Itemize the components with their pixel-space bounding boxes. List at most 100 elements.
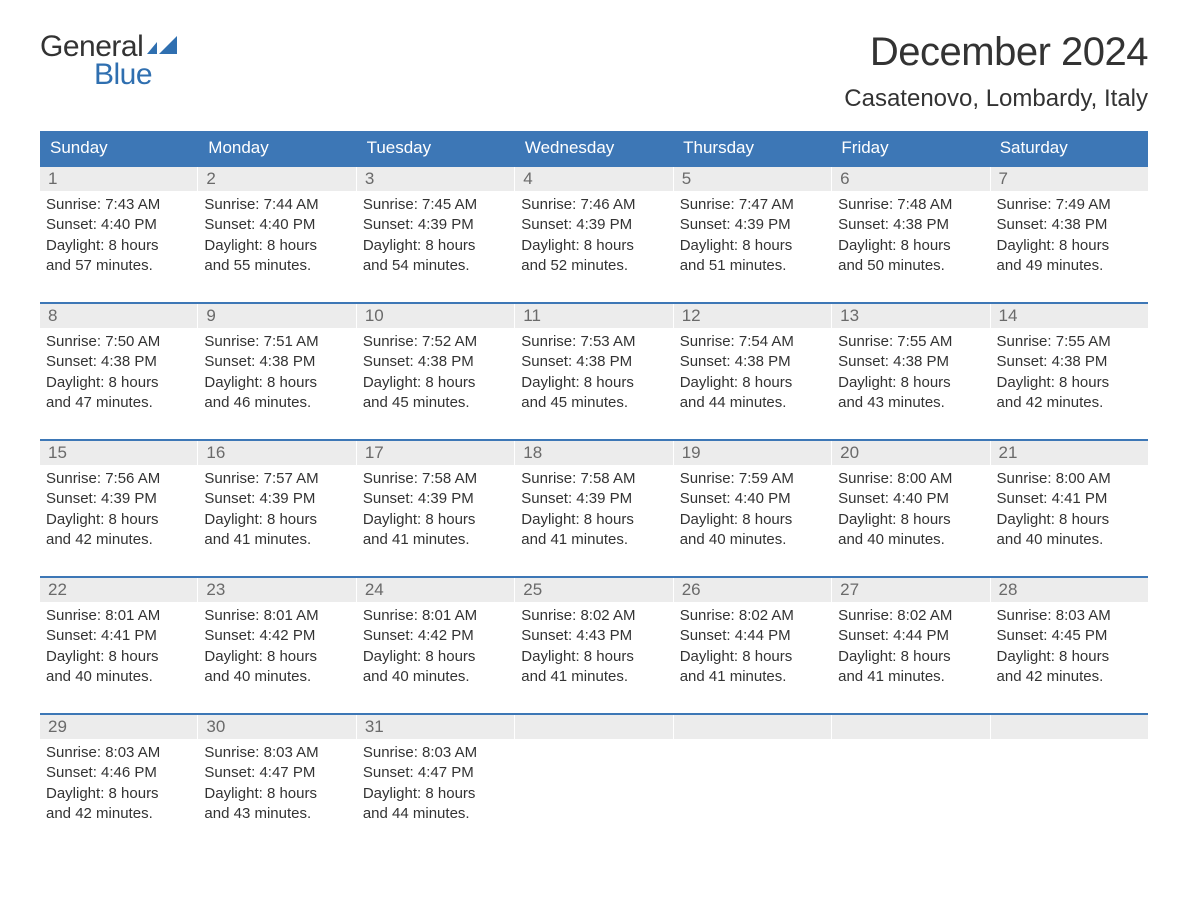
calendar-cell: 12Sunrise: 7:54 AMSunset: 4:38 PMDayligh…: [674, 304, 832, 417]
sunset-text: Sunset: 4:47 PM: [363, 763, 508, 783]
weekday-header: Thursday: [673, 131, 831, 165]
sunset-text: Sunset: 4:41 PM: [46, 626, 191, 646]
daylight-text-line1: Daylight: 8 hours: [838, 647, 983, 667]
sunset-text: Sunset: 4:39 PM: [521, 489, 666, 509]
daylight-text-line1: Daylight: 8 hours: [204, 236, 349, 256]
daylight-text-line2: and 50 minutes.: [838, 256, 983, 276]
day-details: Sunrise: 7:45 AMSunset: 4:39 PMDaylight:…: [357, 191, 514, 280]
sunrise-text: Sunrise: 8:03 AM: [46, 743, 191, 763]
daylight-text-line2: and 40 minutes.: [997, 530, 1142, 550]
daylight-text-line1: Daylight: 8 hours: [204, 373, 349, 393]
calendar-cell: 3Sunrise: 7:45 AMSunset: 4:39 PMDaylight…: [357, 167, 515, 280]
daylight-text-line2: and 40 minutes.: [680, 530, 825, 550]
daylight-text-line1: Daylight: 8 hours: [680, 647, 825, 667]
calendar-cell: 27Sunrise: 8:02 AMSunset: 4:44 PMDayligh…: [832, 578, 990, 691]
sunrise-text: Sunrise: 8:01 AM: [204, 606, 349, 626]
day-details: Sunrise: 7:55 AMSunset: 4:38 PMDaylight:…: [991, 328, 1148, 417]
sunrise-text: Sunrise: 7:44 AM: [204, 195, 349, 215]
weekday-header: Saturday: [990, 131, 1148, 165]
calendar-cell: 23Sunrise: 8:01 AMSunset: 4:42 PMDayligh…: [198, 578, 356, 691]
sunrise-text: Sunrise: 7:53 AM: [521, 332, 666, 352]
sunset-text: Sunset: 4:39 PM: [204, 489, 349, 509]
weekday-header: Friday: [831, 131, 989, 165]
daylight-text-line1: Daylight: 8 hours: [363, 236, 508, 256]
daylight-text-line2: and 45 minutes.: [363, 393, 508, 413]
sunrise-text: Sunrise: 8:00 AM: [838, 469, 983, 489]
day-number: 23: [198, 578, 355, 602]
day-number: [991, 715, 1148, 739]
sunrise-text: Sunrise: 8:02 AM: [521, 606, 666, 626]
calendar-cell: 22Sunrise: 8:01 AMSunset: 4:41 PMDayligh…: [40, 578, 198, 691]
daylight-text-line1: Daylight: 8 hours: [838, 236, 983, 256]
daylight-text-line1: Daylight: 8 hours: [204, 784, 349, 804]
day-number: 12: [674, 304, 831, 328]
sunrise-text: Sunrise: 7:55 AM: [838, 332, 983, 352]
sunset-text: Sunset: 4:38 PM: [46, 352, 191, 372]
calendar-cell: 16Sunrise: 7:57 AMSunset: 4:39 PMDayligh…: [198, 441, 356, 554]
daylight-text-line2: and 45 minutes.: [521, 393, 666, 413]
daylight-text-line1: Daylight: 8 hours: [363, 373, 508, 393]
day-details: Sunrise: 8:03 AMSunset: 4:46 PMDaylight:…: [40, 739, 197, 828]
daylight-text-line2: and 41 minutes.: [521, 530, 666, 550]
sunset-text: Sunset: 4:38 PM: [997, 215, 1142, 235]
daylight-text-line2: and 40 minutes.: [46, 667, 191, 687]
daylight-text-line2: and 47 minutes.: [46, 393, 191, 413]
daylight-text-line1: Daylight: 8 hours: [680, 236, 825, 256]
day-details: Sunrise: 7:46 AMSunset: 4:39 PMDaylight:…: [515, 191, 672, 280]
calendar-cell: 19Sunrise: 7:59 AMSunset: 4:40 PMDayligh…: [674, 441, 832, 554]
sunset-text: Sunset: 4:38 PM: [838, 215, 983, 235]
calendar-week: 8Sunrise: 7:50 AMSunset: 4:38 PMDaylight…: [40, 302, 1148, 417]
daylight-text-line1: Daylight: 8 hours: [997, 510, 1142, 530]
calendar-cell: 20Sunrise: 8:00 AMSunset: 4:40 PMDayligh…: [832, 441, 990, 554]
calendar-cell: [991, 715, 1148, 828]
day-number: 24: [357, 578, 514, 602]
sunset-text: Sunset: 4:38 PM: [363, 352, 508, 372]
daylight-text-line1: Daylight: 8 hours: [997, 236, 1142, 256]
daylight-text-line1: Daylight: 8 hours: [997, 647, 1142, 667]
day-number: 26: [674, 578, 831, 602]
calendar-cell: 15Sunrise: 7:56 AMSunset: 4:39 PMDayligh…: [40, 441, 198, 554]
day-details: Sunrise: 7:51 AMSunset: 4:38 PMDaylight:…: [198, 328, 355, 417]
calendar-cell: 24Sunrise: 8:01 AMSunset: 4:42 PMDayligh…: [357, 578, 515, 691]
calendar-cell: 26Sunrise: 8:02 AMSunset: 4:44 PMDayligh…: [674, 578, 832, 691]
daylight-text-line2: and 54 minutes.: [363, 256, 508, 276]
day-details: Sunrise: 7:53 AMSunset: 4:38 PMDaylight:…: [515, 328, 672, 417]
day-details: Sunrise: 7:57 AMSunset: 4:39 PMDaylight:…: [198, 465, 355, 554]
calendar-cell: 2Sunrise: 7:44 AMSunset: 4:40 PMDaylight…: [198, 167, 356, 280]
sunset-text: Sunset: 4:40 PM: [680, 489, 825, 509]
sunrise-text: Sunrise: 7:52 AM: [363, 332, 508, 352]
daylight-text-line1: Daylight: 8 hours: [521, 647, 666, 667]
daylight-text-line2: and 51 minutes.: [680, 256, 825, 276]
daylight-text-line2: and 41 minutes.: [363, 530, 508, 550]
calendar-cell: 11Sunrise: 7:53 AMSunset: 4:38 PMDayligh…: [515, 304, 673, 417]
day-number: 27: [832, 578, 989, 602]
day-number: 14: [991, 304, 1148, 328]
daylight-text-line2: and 42 minutes.: [46, 804, 191, 824]
sunrise-text: Sunrise: 7:49 AM: [997, 195, 1142, 215]
sunset-text: Sunset: 4:39 PM: [363, 489, 508, 509]
calendar-cell: 1Sunrise: 7:43 AMSunset: 4:40 PMDaylight…: [40, 167, 198, 280]
day-number: 22: [40, 578, 197, 602]
calendar-cell: [515, 715, 673, 828]
sunrise-text: Sunrise: 8:03 AM: [363, 743, 508, 763]
calendar-cell: 8Sunrise: 7:50 AMSunset: 4:38 PMDaylight…: [40, 304, 198, 417]
daylight-text-line1: Daylight: 8 hours: [838, 510, 983, 530]
weekday-header: Wednesday: [515, 131, 673, 165]
day-details: Sunrise: 7:43 AMSunset: 4:40 PMDaylight:…: [40, 191, 197, 280]
day-number: 29: [40, 715, 197, 739]
daylight-text-line1: Daylight: 8 hours: [363, 510, 508, 530]
day-number: 10: [357, 304, 514, 328]
day-details: Sunrise: 8:03 AMSunset: 4:45 PMDaylight:…: [991, 602, 1148, 691]
weekday-header: Tuesday: [357, 131, 515, 165]
calendar-cell: 30Sunrise: 8:03 AMSunset: 4:47 PMDayligh…: [198, 715, 356, 828]
daylight-text-line1: Daylight: 8 hours: [363, 647, 508, 667]
day-number: 30: [198, 715, 355, 739]
day-number: 3: [357, 167, 514, 191]
day-number: 4: [515, 167, 672, 191]
daylight-text-line1: Daylight: 8 hours: [997, 373, 1142, 393]
daylight-text-line2: and 52 minutes.: [521, 256, 666, 276]
daylight-text-line2: and 41 minutes.: [521, 667, 666, 687]
sunset-text: Sunset: 4:38 PM: [838, 352, 983, 372]
daylight-text-line1: Daylight: 8 hours: [680, 510, 825, 530]
daylight-text-line2: and 40 minutes.: [838, 530, 983, 550]
